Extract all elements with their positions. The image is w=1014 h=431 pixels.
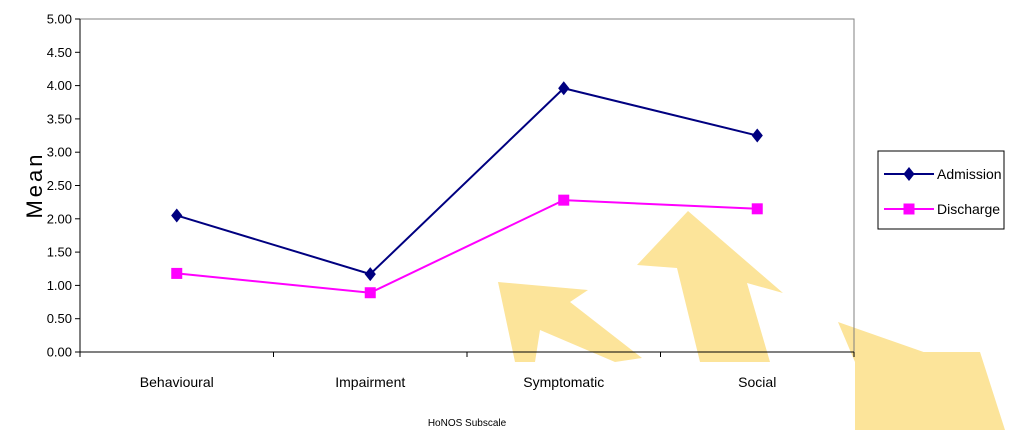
- y-tick-label: 0.00: [47, 345, 72, 360]
- y-tick-label: 4.50: [47, 45, 72, 60]
- series-layer: [171, 81, 763, 299]
- series-line-admission: [176, 87, 758, 276]
- data-point-discharge: [364, 287, 376, 299]
- legend: Admission Discharge: [877, 150, 1005, 230]
- decorative-arrow-3: [838, 322, 1005, 430]
- series-line-discharge: [176, 199, 758, 294]
- y-ticks: 0.00 0.50 1.00 1.50 2.00 2.50 3.00 3.50 4.00 4.50…: [47, 12, 80, 360]
- decorative-arrow-1: [498, 282, 642, 362]
- x-ticks: Behavioural Impairment Symptomatic Social: [79, 352, 855, 390]
- x-tick-label: Impairment: [335, 374, 405, 390]
- decorative-arrows: [498, 211, 1005, 430]
- legend-label-discharge: Discharge: [937, 201, 1000, 217]
- y-tick-label: 3.50: [47, 111, 72, 126]
- series-admission: [171, 81, 763, 282]
- data-point-discharge: [751, 203, 763, 215]
- y-tick-label: 5.00: [47, 12, 72, 27]
- x-tick-label: Social: [738, 374, 776, 390]
- y-tick-label: 1.00: [47, 278, 72, 293]
- data-point-admission: [558, 81, 570, 96]
- legend-label-admission: Admission: [937, 166, 1002, 182]
- x-tick-label: Behavioural: [140, 374, 214, 390]
- y-tick-label: 3.00: [47, 145, 72, 160]
- x-tick-label: Symptomatic: [523, 374, 604, 390]
- y-tick-label: 4.00: [47, 78, 72, 93]
- series-discharge: [171, 194, 763, 299]
- data-point-discharge: [171, 267, 183, 279]
- y-tick-label: 0.50: [47, 311, 72, 326]
- y-tick-label: 1.50: [47, 245, 72, 260]
- data-point-discharge: [558, 194, 570, 206]
- y-tick-label: 2.50: [47, 178, 72, 193]
- data-point-admission: [364, 267, 376, 282]
- legend-box: [877, 150, 1005, 230]
- data-point-admission: [171, 208, 183, 223]
- legend-marker-admission: [903, 167, 915, 181]
- x-axis-title: HoNOS Subscale: [428, 418, 507, 429]
- data-point-admission: [751, 128, 763, 143]
- decorative-arrow-2: [637, 211, 783, 362]
- y-axis-title: Mean: [22, 151, 47, 218]
- legend-marker-discharge: [903, 203, 915, 215]
- y-tick-label: 2.00: [47, 211, 72, 226]
